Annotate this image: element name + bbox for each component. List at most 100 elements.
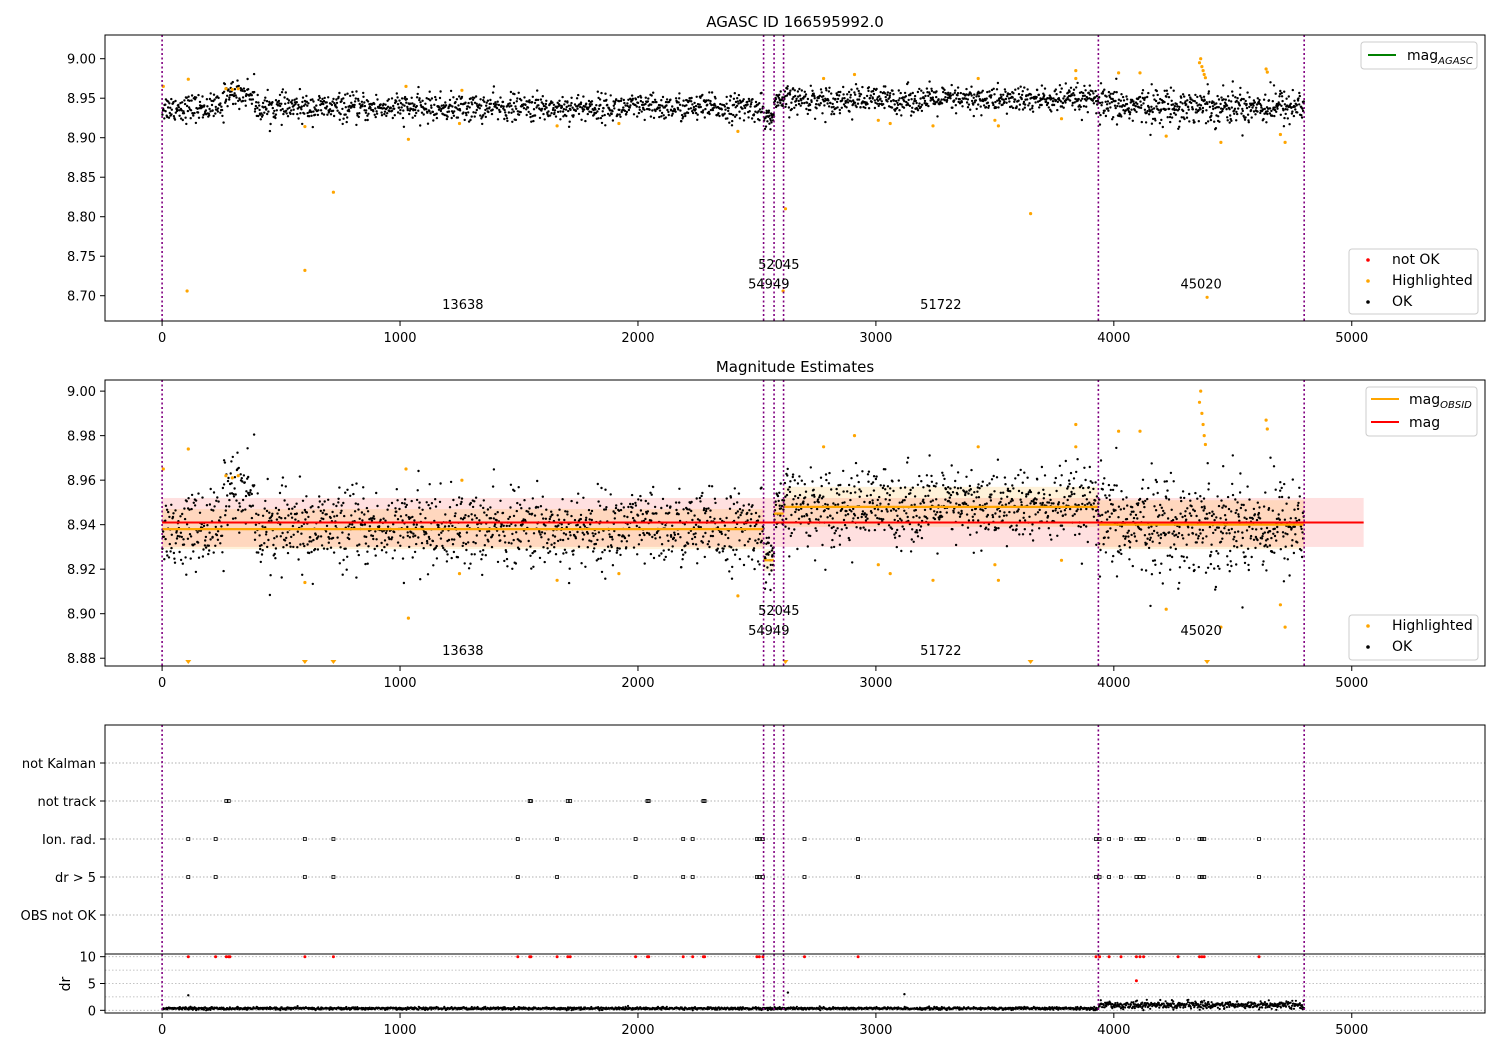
ok-point (387, 98, 390, 101)
ok-point (996, 81, 1000, 85)
ok-point (768, 122, 771, 125)
ok-point (1108, 102, 1111, 105)
ok-point (458, 496, 461, 499)
ok-point (1283, 103, 1287, 106)
ok-point (1101, 513, 1104, 517)
ok-point (228, 96, 231, 99)
ok-point (619, 99, 623, 103)
ok-point (1273, 108, 1277, 112)
ok-point (1095, 94, 1099, 98)
ok-point (484, 115, 487, 119)
ok-point (590, 100, 594, 103)
ok-point (793, 89, 796, 92)
ok-point (825, 89, 828, 92)
ok-point (1014, 88, 1017, 91)
ok-point (615, 504, 618, 507)
ok-point (916, 90, 920, 94)
ok-point (212, 551, 215, 554)
ok-point (405, 101, 408, 104)
ok-point (1181, 490, 1185, 493)
ok-point (708, 484, 711, 488)
ok-point (639, 509, 643, 512)
ok-point (694, 543, 698, 546)
ok-point (984, 106, 988, 109)
ok-point (365, 535, 368, 539)
ok-point (375, 93, 378, 97)
ok-point (300, 105, 303, 108)
ok-point (1037, 93, 1041, 97)
ok-point (1017, 87, 1020, 90)
ok-point (247, 88, 250, 91)
ok-point (666, 534, 669, 537)
ok-point (951, 491, 955, 494)
ok-point (163, 117, 166, 120)
ok-point (232, 493, 235, 496)
ok-point (308, 540, 311, 543)
ok-point (1230, 100, 1233, 103)
ok-point (1184, 510, 1187, 513)
ok-point (1098, 514, 1102, 517)
ok-point (648, 108, 651, 111)
ok-point (811, 89, 814, 93)
ok-point (260, 553, 264, 556)
ok-point (415, 111, 418, 115)
ok-point (977, 519, 980, 522)
ok-point (289, 545, 292, 548)
ok-point (1262, 98, 1266, 101)
ok-point (1059, 484, 1062, 487)
ok-point (1246, 91, 1249, 94)
ok-point (707, 540, 711, 543)
ok-point (382, 102, 385, 106)
ok-point (527, 510, 530, 513)
ok-point (213, 505, 216, 508)
ok-point (536, 89, 539, 92)
ok-point (1184, 100, 1187, 103)
ok-point (1150, 573, 1154, 576)
ok-point (1078, 108, 1081, 111)
ok-point (835, 100, 839, 104)
ok-point (757, 538, 760, 541)
ok-point (201, 116, 205, 119)
ok-point (1143, 534, 1147, 537)
ok-point (805, 531, 808, 534)
ok-point (1197, 109, 1200, 112)
ok-point (261, 514, 265, 517)
ok-point (562, 532, 566, 535)
ok-point (1226, 95, 1230, 98)
ok-point (708, 545, 711, 549)
highlighted-point (1138, 71, 1142, 75)
ok-point (622, 106, 625, 109)
ok-point (1174, 113, 1178, 116)
ok-point (408, 109, 412, 112)
ok-point (272, 543, 275, 547)
ok-point (1129, 111, 1132, 114)
ok-point (845, 106, 848, 109)
ok-point (934, 485, 937, 488)
ok-point (998, 515, 1001, 518)
ok-point (492, 102, 495, 106)
ok-point (415, 498, 419, 502)
ok-point (447, 525, 451, 528)
ok-point (871, 502, 874, 505)
ok-point (274, 113, 278, 116)
ok-point (615, 551, 618, 554)
ok-point (876, 102, 879, 106)
ok-point (956, 487, 960, 490)
ok-point (859, 93, 863, 96)
ok-point (1039, 502, 1042, 505)
ok-point (244, 104, 247, 107)
ok-point (399, 112, 402, 115)
ok-point (1135, 539, 1138, 543)
ok-point (1207, 488, 1210, 491)
ok-point (1048, 493, 1052, 497)
ok-point (237, 466, 240, 470)
ok-point (907, 98, 910, 102)
ok-point (1000, 95, 1003, 99)
ok-point (671, 545, 674, 548)
ok-point (213, 98, 216, 101)
ok-point (396, 103, 400, 106)
ok-point (163, 558, 166, 561)
ok-point (653, 98, 657, 102)
ok-point (280, 91, 284, 94)
ok-point (331, 510, 334, 514)
